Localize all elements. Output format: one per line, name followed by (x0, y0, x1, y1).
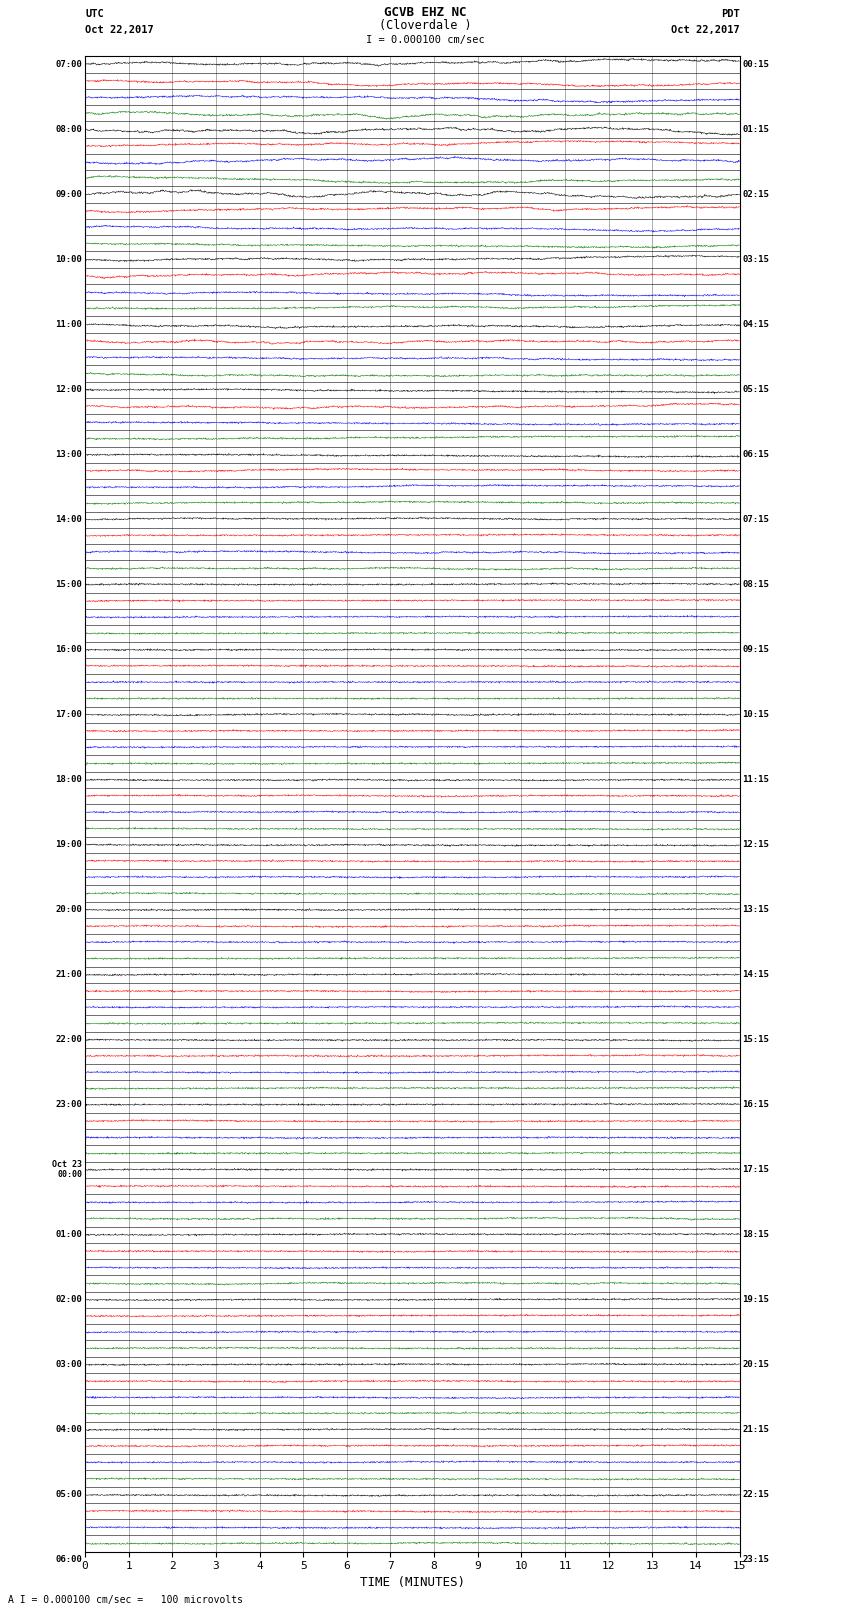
Text: 04:00: 04:00 (55, 1426, 82, 1434)
Text: 06:00: 06:00 (55, 1555, 82, 1565)
Text: 18:00: 18:00 (55, 776, 82, 784)
Text: 18:15: 18:15 (742, 1231, 769, 1239)
Text: 12:00: 12:00 (55, 386, 82, 394)
Text: 15:15: 15:15 (742, 1036, 769, 1044)
Text: 20:15: 20:15 (742, 1360, 769, 1369)
Text: PDT: PDT (721, 10, 740, 19)
Text: GCVB EHZ NC: GCVB EHZ NC (383, 6, 467, 19)
X-axis label: TIME (MINUTES): TIME (MINUTES) (360, 1576, 465, 1589)
Text: 22:15: 22:15 (742, 1490, 769, 1500)
Text: 05:15: 05:15 (742, 386, 769, 394)
Text: Oct 22,2017: Oct 22,2017 (671, 26, 740, 35)
Text: (Cloverdale ): (Cloverdale ) (379, 19, 471, 32)
Text: 10:15: 10:15 (742, 710, 769, 719)
Text: I = 0.000100 cm/sec: I = 0.000100 cm/sec (366, 35, 484, 45)
Text: 02:00: 02:00 (55, 1295, 82, 1305)
Text: 08:15: 08:15 (742, 581, 769, 589)
Text: 07:15: 07:15 (742, 515, 769, 524)
Text: 06:15: 06:15 (742, 450, 769, 460)
Text: 15:00: 15:00 (55, 581, 82, 589)
Text: Oct 23: Oct 23 (53, 1160, 82, 1169)
Text: 08:00: 08:00 (55, 126, 82, 134)
Text: 22:00: 22:00 (55, 1036, 82, 1044)
Text: 19:00: 19:00 (55, 840, 82, 848)
Text: A I = 0.000100 cm/sec =   100 microvolts: A I = 0.000100 cm/sec = 100 microvolts (8, 1595, 243, 1605)
Text: 21:15: 21:15 (742, 1426, 769, 1434)
Text: 11:15: 11:15 (742, 776, 769, 784)
Text: 11:00: 11:00 (55, 319, 82, 329)
Text: 14:15: 14:15 (742, 971, 769, 979)
Text: 16:15: 16:15 (742, 1100, 769, 1110)
Text: 12:15: 12:15 (742, 840, 769, 848)
Text: 23:15: 23:15 (742, 1555, 769, 1565)
Text: 23:00: 23:00 (55, 1100, 82, 1110)
Text: 13:15: 13:15 (742, 905, 769, 915)
Text: 05:00: 05:00 (55, 1490, 82, 1500)
Text: 20:00: 20:00 (55, 905, 82, 915)
Text: 00:15: 00:15 (742, 60, 769, 69)
Text: 19:15: 19:15 (742, 1295, 769, 1305)
Text: 00:00: 00:00 (58, 1169, 82, 1179)
Text: 09:15: 09:15 (742, 645, 769, 655)
Text: 17:00: 17:00 (55, 710, 82, 719)
Text: 04:15: 04:15 (742, 319, 769, 329)
Text: 03:15: 03:15 (742, 255, 769, 265)
Text: 13:00: 13:00 (55, 450, 82, 460)
Text: 17:15: 17:15 (742, 1165, 769, 1174)
Text: 10:00: 10:00 (55, 255, 82, 265)
Text: 01:15: 01:15 (742, 126, 769, 134)
Text: 14:00: 14:00 (55, 515, 82, 524)
Text: Oct 22,2017: Oct 22,2017 (85, 26, 154, 35)
Text: 21:00: 21:00 (55, 971, 82, 979)
Text: 07:00: 07:00 (55, 60, 82, 69)
Text: 16:00: 16:00 (55, 645, 82, 655)
Text: 02:15: 02:15 (742, 190, 769, 198)
Text: 01:00: 01:00 (55, 1231, 82, 1239)
Text: 09:00: 09:00 (55, 190, 82, 198)
Text: 03:00: 03:00 (55, 1360, 82, 1369)
Text: UTC: UTC (85, 10, 104, 19)
